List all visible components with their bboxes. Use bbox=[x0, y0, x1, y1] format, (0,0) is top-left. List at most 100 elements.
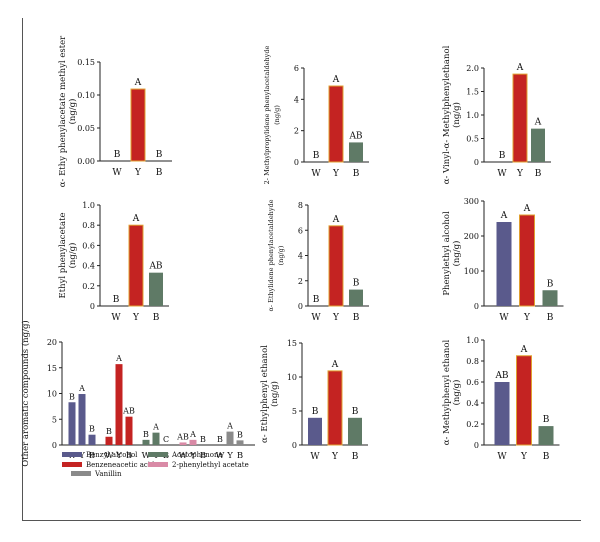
significance-letter: B bbox=[237, 430, 243, 439]
x-tick-label: Y bbox=[115, 451, 122, 461]
y-axis-label: Ethyl phenylacetate(ng/g) bbox=[58, 212, 78, 298]
y-tick-label: 1.5 bbox=[466, 88, 479, 97]
x-tick-label: B bbox=[535, 169, 542, 179]
y-tick-label: 0.4 bbox=[82, 262, 95, 271]
x-tick-label: B bbox=[353, 169, 360, 179]
y-tick-label: 0 bbox=[298, 302, 303, 311]
x-tick-label: B bbox=[547, 313, 554, 323]
legend-label: Benzyl alcohol bbox=[86, 451, 138, 459]
significance-letter: A bbox=[78, 384, 85, 393]
x-tick-label: W bbox=[497, 452, 507, 462]
y-tick-label: 100 bbox=[464, 267, 479, 276]
significance-letter: B bbox=[313, 295, 320, 305]
legend-swatch bbox=[62, 462, 82, 467]
y-tick-label: 0 bbox=[474, 158, 479, 167]
x-tick-label: B bbox=[352, 452, 359, 462]
y-tick-label: 200 bbox=[464, 232, 479, 241]
x-tick-label: W bbox=[310, 452, 320, 462]
bar-B bbox=[149, 272, 163, 306]
bar-Y bbox=[128, 224, 144, 307]
significance-letter: A bbox=[332, 75, 340, 85]
y-tick-label: 6 bbox=[298, 226, 303, 235]
y-tick-label: 10 bbox=[287, 373, 297, 382]
bar-Y bbox=[519, 214, 535, 307]
significance-letter: B bbox=[313, 151, 320, 161]
x-tick-label: W bbox=[112, 168, 122, 178]
y-tick-label: 0.8 bbox=[466, 357, 479, 366]
bar-2-phenylethyl-acetate-Y bbox=[189, 439, 197, 445]
x-tick-label: Y bbox=[332, 169, 340, 179]
y-tick-label: 0.6 bbox=[466, 378, 479, 387]
significance-letter: A bbox=[520, 345, 528, 355]
legend-swatch bbox=[62, 452, 82, 457]
legend-label: 2-phenylethyl acetate bbox=[172, 461, 249, 469]
x-tick-label: Y bbox=[516, 169, 524, 179]
x-tick-label: Y bbox=[134, 168, 142, 178]
x-tick-label: Y bbox=[332, 313, 340, 323]
y-tick-label: 0.2 bbox=[82, 282, 95, 291]
y-tick-label: 4 bbox=[294, 95, 299, 104]
significance-letter: A bbox=[132, 214, 140, 224]
y-tick-label: 300 bbox=[464, 197, 479, 206]
y-tick-label: 0.05 bbox=[77, 124, 95, 133]
y-tick-label: 2 bbox=[294, 127, 299, 136]
x-tick-label: B bbox=[543, 452, 550, 462]
y-axis-label: Phenylethyl alcohol(ng/g) bbox=[442, 211, 462, 296]
y-axis-label: α- Methylphenyl ethanol(ng/g) bbox=[442, 340, 462, 446]
y-tick-label: 0 bbox=[292, 441, 297, 450]
y-tick-label: 0.8 bbox=[82, 221, 95, 230]
y-tick-label: 6 bbox=[294, 64, 299, 73]
significance-letter: AB bbox=[148, 262, 162, 272]
y-tick-label: 0 bbox=[294, 158, 299, 167]
y-axis-label: α- Ethy phenylacetate methyl ester(ng/g) bbox=[58, 35, 78, 187]
x-tick-label: B bbox=[156, 168, 163, 178]
significance-letter: A bbox=[332, 215, 340, 225]
significance-letter: AB bbox=[122, 407, 135, 416]
x-tick-label: B bbox=[153, 313, 160, 323]
significance-letter: B bbox=[114, 150, 121, 160]
panel-9: 0 0.2 0.4 0.6 0.8 1.0 α- Methylphenyl ethanol(… bbox=[442, 336, 560, 462]
significance-letter: B bbox=[217, 435, 223, 444]
y-tick-label: 0 bbox=[474, 302, 479, 311]
panel-5: 0 2 4 6 8 α- Ethylidene phenylacetaldehyde (ng… bbox=[267, 199, 369, 323]
significance-letter: A bbox=[516, 63, 524, 73]
significance-letter: A bbox=[115, 354, 122, 363]
y-tick-label: 4 bbox=[298, 252, 303, 261]
x-tick-label: B bbox=[126, 451, 132, 461]
y-tick-label: 0.00 bbox=[77, 157, 95, 166]
y-tick-label: 0.6 bbox=[82, 241, 95, 250]
bar-B bbox=[349, 289, 363, 306]
bar-B bbox=[542, 290, 558, 306]
x-tick-label: Y bbox=[331, 452, 339, 462]
y-tick-label: 15 bbox=[47, 364, 57, 373]
bar-benzyl-alcohol-W bbox=[68, 402, 76, 445]
bar-vanillin-B bbox=[236, 440, 244, 445]
significance-letter: AB bbox=[494, 371, 508, 381]
x-tick-label: Y bbox=[132, 313, 140, 323]
bar-W bbox=[496, 222, 512, 306]
y-axis-label: Other aromatic compounds (ng/g) bbox=[20, 320, 31, 466]
significance-letter: B bbox=[352, 407, 359, 417]
x-tick-label: B bbox=[89, 451, 95, 461]
bar-Y bbox=[328, 225, 344, 307]
x-tick-label: Y bbox=[189, 451, 196, 461]
legend-swatch bbox=[148, 452, 168, 457]
legend-swatch bbox=[148, 462, 168, 467]
bar-B bbox=[348, 417, 362, 445]
bar-B bbox=[538, 426, 554, 445]
bar-benzeneacetic-acid-Y bbox=[115, 364, 123, 445]
x-tick-label: B bbox=[237, 451, 243, 461]
y-axis-label: α- Ethylidene phenylacetaldehyde (ng/g) bbox=[267, 199, 285, 311]
bar-acetophenone-W bbox=[142, 439, 150, 445]
significance-letter: B bbox=[547, 279, 554, 289]
legend-label: Acetophenone bbox=[171, 451, 223, 459]
significance-letter: C bbox=[163, 435, 169, 444]
bar-B bbox=[531, 128, 545, 162]
figure-frame bbox=[22, 18, 581, 521]
bar-W bbox=[308, 417, 322, 445]
y-tick-label: 0.5 bbox=[466, 135, 479, 144]
y-tick-label: 5 bbox=[292, 407, 297, 416]
panel-2: 0 2 4 6 2- Methylpropylidene phenylacetaldeh… bbox=[263, 46, 369, 184]
panel-3: 0 0.5 1.0 1.5 2.0 α- Vinyl-α- Methylphenyleth… bbox=[442, 45, 551, 184]
